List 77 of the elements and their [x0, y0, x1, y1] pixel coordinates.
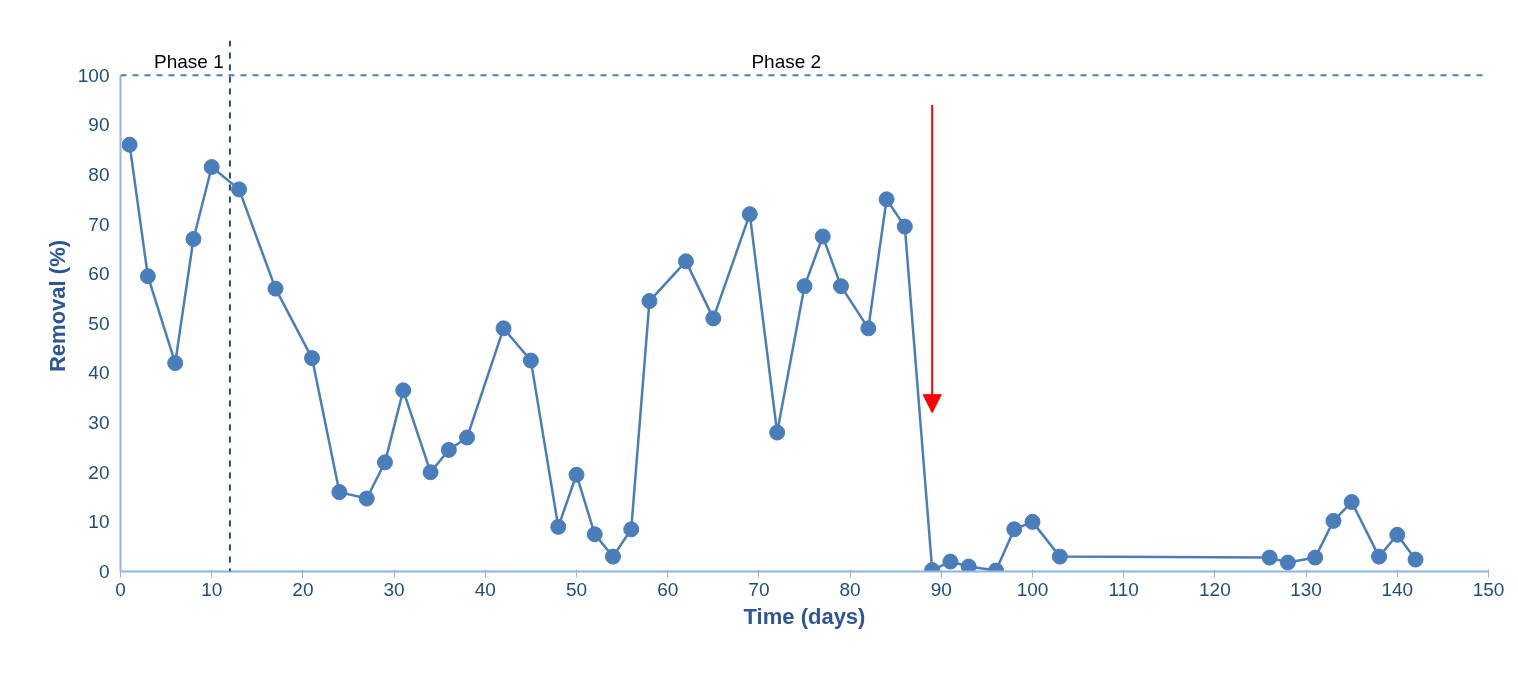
- point: [604, 548, 621, 565]
- x-tick-label: 70: [748, 578, 770, 600]
- point: [267, 280, 284, 297]
- point: [705, 310, 722, 327]
- point: [495, 320, 512, 337]
- point: [1407, 551, 1424, 568]
- y-tick-label: 60: [88, 263, 110, 285]
- point: [1371, 548, 1388, 565]
- point: [167, 355, 184, 372]
- point: [586, 526, 603, 543]
- x-tick-label: 130: [1290, 578, 1322, 600]
- point: [376, 454, 393, 471]
- x-axis-title: Time (days): [743, 603, 866, 629]
- y-tick-label: 20: [88, 461, 110, 483]
- y-tick-label: 70: [88, 213, 110, 235]
- point: [395, 382, 412, 399]
- point: [960, 558, 977, 572]
- x-tick-label: 80: [839, 578, 861, 600]
- point: [139, 268, 156, 285]
- point: [522, 352, 539, 369]
- x-tick-label: 90: [930, 578, 952, 600]
- point: [440, 441, 457, 458]
- point: [185, 231, 202, 247]
- x-tick-label: 20: [292, 578, 314, 600]
- point: [814, 228, 831, 245]
- y-tick-label: 0: [98, 561, 110, 582]
- y-tick-label: 90: [88, 114, 110, 136]
- point: [1307, 549, 1324, 566]
- point: [878, 191, 895, 208]
- point: [1261, 549, 1278, 566]
- y-tick-label: 10: [88, 511, 110, 533]
- point: [796, 278, 813, 295]
- point: [1006, 521, 1023, 538]
- y-tick-label: 50: [88, 312, 110, 334]
- point: [741, 206, 758, 223]
- point: [568, 466, 585, 483]
- point: [832, 278, 849, 295]
- point: [550, 518, 567, 535]
- y-tick-label: 30: [88, 412, 110, 434]
- y-axis-title: Removal (%): [44, 239, 70, 373]
- y-tick-label: 100: [77, 64, 110, 86]
- y-tick-label: 40: [88, 362, 110, 384]
- point: [1343, 494, 1360, 511]
- x-tick-label: 150: [1472, 578, 1505, 600]
- x-tick-label: 100: [1016, 578, 1049, 600]
- x-tick-label: 10: [201, 578, 223, 600]
- point: [331, 484, 348, 501]
- x-tick-label: 40: [474, 578, 496, 600]
- x-tick-label: 120: [1199, 578, 1231, 600]
- x-tick-label: 140: [1381, 578, 1414, 600]
- point: [896, 218, 913, 235]
- point: [677, 253, 694, 270]
- point: [203, 159, 220, 176]
- point: [942, 553, 959, 570]
- point: [358, 490, 375, 507]
- x-tick-label: 30: [383, 578, 405, 600]
- point: [459, 429, 476, 446]
- point: [1051, 548, 1068, 565]
- point: [304, 350, 321, 367]
- annotation: Phase 1: [154, 51, 224, 73]
- point: [1279, 554, 1296, 571]
- y-tick-label: 80: [88, 163, 110, 185]
- point: [860, 320, 877, 337]
- x-tick-label: 110: [1108, 578, 1139, 600]
- x-tick-label: 50: [565, 578, 588, 600]
- point: [623, 521, 640, 538]
- x-tick-label: 60: [657, 578, 679, 600]
- point: [1325, 512, 1342, 529]
- point: [769, 424, 786, 441]
- point: [1389, 526, 1406, 543]
- annotation: Phase 2: [751, 51, 822, 73]
- point: [1024, 513, 1041, 530]
- point: [231, 181, 248, 198]
- point: [422, 464, 439, 481]
- point: [641, 293, 658, 310]
- point: [121, 136, 138, 153]
- x-tick-label: 0: [115, 578, 126, 600]
